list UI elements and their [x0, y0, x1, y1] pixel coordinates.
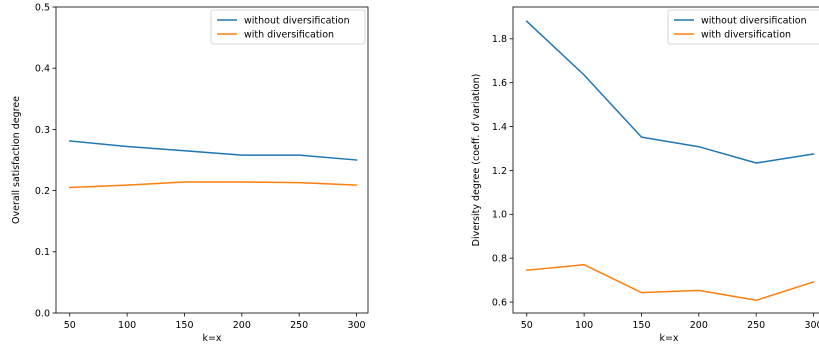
y-tick-label: 0.0 [35, 308, 50, 319]
legend-box [210, 9, 366, 45]
y-tick-label: 0.4 [35, 64, 50, 75]
y-tick-label: 0.3 [35, 125, 50, 136]
series-line-1 [525, 263, 815, 302]
x-tick-label: 50 [64, 320, 76, 331]
y-tick-label: 1.2 [492, 166, 507, 177]
x-tick-label: 250 [290, 320, 308, 331]
y-axis-label: Overall satisfaction degree [11, 96, 22, 224]
y-tick-label: 0.2 [35, 186, 50, 197]
y-tick-label: 1.6 [492, 78, 507, 89]
y-tick-label: 0.6 [492, 297, 507, 308]
legend-label-0: without diversification [244, 15, 350, 26]
series-line-0 [525, 20, 815, 164]
chart-satisfaction: 50 100 150 200 250 300 0.0 0.1 0.2 0.3 0.4 0.5 k=x Ov… [11, 2, 369, 344]
legend-box [667, 9, 819, 45]
legend-label-1: with diversification [701, 29, 791, 40]
chart-diversity: 50 100 150 200 250 300 0.6 0.8 1.0 1.2 1.4 1.6 1.8 k=… [471, 6, 819, 344]
y-tick-label: 1.4 [492, 122, 507, 133]
x-tick-label: 150 [175, 320, 193, 331]
x-tick-label: 100 [575, 320, 593, 331]
plot-frame [512, 6, 819, 314]
plot-frame [55, 6, 369, 314]
series-line-0 [68, 140, 358, 161]
x-tick-label: 300 [804, 320, 819, 331]
y-tick-label: 0.5 [35, 2, 50, 13]
series-line-1 [69, 181, 358, 189]
x-tick-label: 150 [632, 320, 650, 331]
x-axis-label: k=x [202, 333, 221, 344]
x-tick-label: 100 [118, 320, 136, 331]
y-tick-label: 1.8 [492, 34, 507, 45]
x-tick-label: 200 [690, 320, 708, 331]
y-tick-label: 0.1 [35, 247, 50, 258]
x-tick-label: 50 [521, 320, 533, 331]
x-tick-label: 200 [233, 320, 251, 331]
x-tick-label: 250 [747, 320, 765, 331]
y-tick-label: 1.0 [492, 210, 507, 221]
y-tick-label: 0.8 [492, 254, 507, 265]
x-axis-label: k=x [659, 333, 678, 344]
legend-label-1: with diversification [244, 29, 334, 40]
y-axis-label: Diversity degree (coeff. of variation) [471, 74, 482, 247]
legend-label-0: without diversification [701, 15, 807, 26]
x-tick-label: 300 [347, 320, 365, 331]
